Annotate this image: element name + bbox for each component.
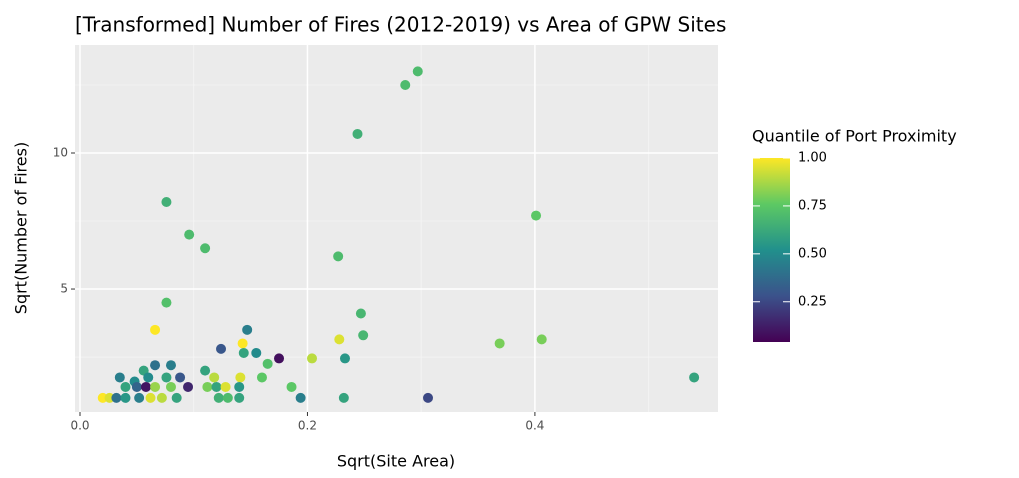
point <box>165 381 176 392</box>
point <box>295 392 306 403</box>
point <box>355 308 366 319</box>
point <box>202 381 213 392</box>
point <box>238 347 249 358</box>
y-axis-label: Sqrt(Number of Fires) <box>12 142 31 314</box>
point <box>262 358 273 369</box>
point <box>256 372 267 383</box>
colorbar-tick-label: 1.00 <box>798 151 827 166</box>
x-axis-label: Sqrt(Site Area) <box>337 452 455 471</box>
point <box>216 343 227 354</box>
point <box>156 392 167 403</box>
point <box>338 392 349 403</box>
point <box>286 381 297 392</box>
point <box>234 392 245 403</box>
point <box>211 381 222 392</box>
point <box>220 381 231 392</box>
point <box>222 392 233 403</box>
point <box>150 381 161 392</box>
point <box>134 392 145 403</box>
point <box>131 381 142 392</box>
chart-title: [Transformed] Number of Fires (2012-2019… <box>75 13 726 37</box>
point <box>531 210 542 221</box>
point <box>175 372 186 383</box>
point <box>251 347 262 358</box>
point <box>689 372 700 383</box>
point <box>200 243 211 254</box>
point <box>209 372 220 383</box>
legend-title: Quantile of Port Proximity <box>752 127 957 146</box>
colorbar <box>753 158 790 342</box>
point <box>150 360 161 371</box>
point <box>494 338 505 349</box>
point <box>111 392 122 403</box>
point <box>200 365 211 376</box>
colorbar-tick-label: 0.75 <box>798 198 827 213</box>
point <box>165 360 176 371</box>
point <box>412 66 423 77</box>
point <box>235 372 246 383</box>
point <box>150 324 161 335</box>
point <box>274 353 285 364</box>
point <box>161 196 172 207</box>
point <box>140 381 151 392</box>
point <box>161 297 172 308</box>
point <box>334 334 345 345</box>
point <box>120 381 131 392</box>
point <box>161 372 172 383</box>
point <box>237 338 248 349</box>
point <box>183 381 194 392</box>
point <box>171 392 182 403</box>
colorbar-tick-label: 0.25 <box>798 294 827 309</box>
point <box>400 79 411 90</box>
point <box>213 392 224 403</box>
point <box>242 324 253 335</box>
x-tick-label: 0.0 <box>70 419 89 433</box>
colorbar-tick-label: 0.50 <box>798 246 827 261</box>
point <box>114 372 125 383</box>
point <box>352 128 363 139</box>
point <box>145 392 156 403</box>
point <box>120 392 131 403</box>
point <box>536 334 547 345</box>
point <box>339 353 350 364</box>
point <box>184 229 195 240</box>
point <box>143 372 154 383</box>
point <box>234 381 245 392</box>
y-tick-label: 5 <box>60 282 68 296</box>
y-tick-label: 10 <box>53 146 68 160</box>
x-tick-label: 0.4 <box>525 419 544 433</box>
point <box>307 353 318 364</box>
point <box>333 251 344 262</box>
point <box>423 392 434 403</box>
point <box>358 330 369 341</box>
panel <box>75 45 718 412</box>
x-tick-label: 0.2 <box>298 419 317 433</box>
